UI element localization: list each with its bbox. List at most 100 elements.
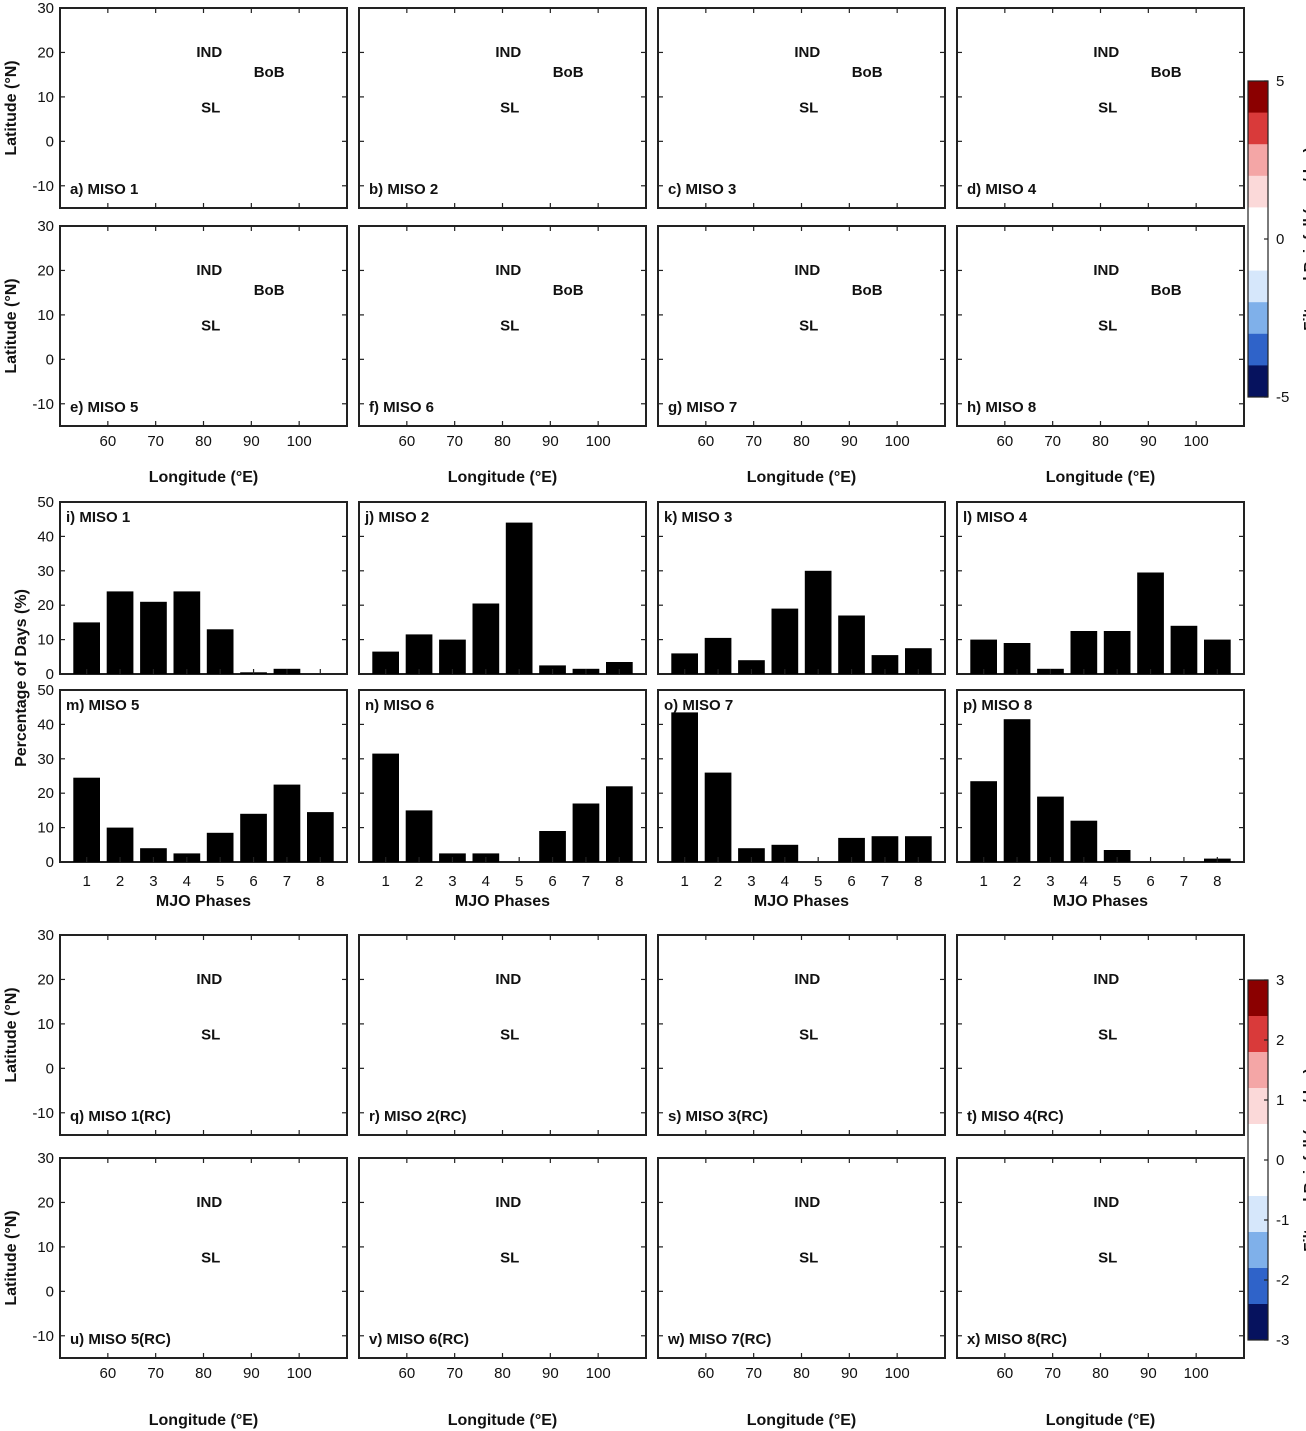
label-ind: IND bbox=[794, 44, 820, 61]
phase-tick-label: 8 bbox=[914, 873, 922, 890]
lon-tick-label: 60 bbox=[996, 433, 1013, 450]
lon-tick-label: 80 bbox=[793, 433, 810, 450]
percentage-axis-label: Percentage of Days (%) bbox=[13, 589, 30, 767]
x-axis-label: MJO Phases bbox=[1053, 893, 1148, 910]
panel-label: c) MISO 3 bbox=[668, 181, 736, 198]
lon-tick-label: 80 bbox=[1092, 1365, 1109, 1382]
panel-label: g) MISO 7 bbox=[668, 399, 737, 416]
lon-tick-label: 60 bbox=[697, 1365, 714, 1382]
label-sl: SL bbox=[799, 1026, 818, 1043]
pct-tick-label: 0 bbox=[46, 666, 54, 683]
lon-tick-label: 90 bbox=[542, 1365, 559, 1382]
phase-tick-label: 5 bbox=[1113, 873, 1121, 890]
pct-tick-label: 50 bbox=[37, 494, 54, 511]
bar-phase-5 bbox=[804, 570, 832, 674]
x-axis-label: MJO Phases bbox=[754, 893, 849, 910]
lat-tick-label: 10 bbox=[37, 1016, 54, 1033]
bar-phase-1 bbox=[970, 781, 997, 862]
colorbar-segment bbox=[1248, 1088, 1268, 1125]
label-ind: IND bbox=[794, 971, 820, 988]
colorbar-segment bbox=[1248, 1304, 1268, 1341]
pct-tick-label: 20 bbox=[37, 597, 54, 614]
colorbar-segment bbox=[1248, 81, 1268, 114]
axis-labels: Latitude (°N) Latitude (°N) Percentage of … bbox=[3, 60, 1155, 1429]
bar-panel-6: 1 2 3 4 5 6 7 8 n) MISO 6 MJO Phases bbox=[358, 689, 647, 910]
phase-tick-label: 1 bbox=[83, 873, 91, 890]
label-sl: SL bbox=[799, 1249, 818, 1266]
lon-tick-label: 90 bbox=[542, 433, 559, 450]
lon-tick-label: 70 bbox=[745, 1365, 762, 1382]
colorbar-tick-label: 2 bbox=[1276, 1032, 1284, 1049]
map-panel-4: IND BoB SL d) MISO 4 bbox=[956, 7, 1245, 209]
bar-phase-3 bbox=[738, 660, 765, 674]
lat-tick-label: 20 bbox=[37, 1194, 54, 1211]
bar-phase-6 bbox=[838, 615, 865, 674]
label-sl: SL bbox=[1098, 1249, 1117, 1266]
panel-label: b) MISO 2 bbox=[369, 181, 438, 198]
panel-label: l) MISO 4 bbox=[963, 509, 1028, 526]
phase-tick-label: 7 bbox=[283, 873, 291, 890]
bar-phase-5 bbox=[1103, 631, 1131, 674]
bar-phase-1 bbox=[671, 653, 698, 674]
bar-phase-3 bbox=[140, 848, 167, 862]
longitude-axis-label: Longitude (°E) bbox=[1046, 1412, 1155, 1429]
longitude-axis-label: Longitude (°E) bbox=[448, 1412, 557, 1429]
phase-tick-label: 7 bbox=[582, 873, 590, 890]
bar-phase-7 bbox=[871, 655, 899, 674]
colorbar-segment bbox=[1248, 239, 1268, 272]
phase-tick-label: 1 bbox=[980, 873, 988, 890]
label-bob: BoB bbox=[254, 282, 285, 299]
lat-tick-label: -10 bbox=[32, 1328, 54, 1345]
lon-tick-label: 60 bbox=[398, 433, 415, 450]
label-ind: IND bbox=[794, 262, 820, 279]
map-panel-2: IND BoB SL b) MISO 2 bbox=[358, 7, 647, 209]
bar-phase-4 bbox=[173, 591, 201, 674]
bar-phase-3 bbox=[439, 639, 466, 674]
colorbar-segment bbox=[1248, 175, 1268, 208]
phase-tick-label: 1 bbox=[681, 873, 689, 890]
pct-tick-label: 40 bbox=[37, 716, 54, 733]
phase-tick-label: 5 bbox=[216, 873, 224, 890]
colorbar-tick-label: 5 bbox=[1276, 73, 1284, 90]
map-panel-3: IND BoB SL c) MISO 3 bbox=[657, 7, 946, 209]
lon-tick-label: 100 bbox=[885, 433, 910, 450]
lat-tick-label: 0 bbox=[46, 1060, 54, 1077]
phase-tick-label: 8 bbox=[615, 873, 623, 890]
bar-phase-8 bbox=[1204, 639, 1231, 674]
lon-tick-label: 100 bbox=[885, 1365, 910, 1382]
bar-panel-7: 1 2 3 4 5 6 7 8 o) MISO 7 MJO Phases bbox=[657, 689, 946, 910]
colorbar-label: Filtered Rainfall (mm/day) bbox=[1301, 147, 1306, 330]
bar-phase-2 bbox=[704, 772, 732, 862]
pct-tick-label: 30 bbox=[37, 751, 54, 768]
bar-panel-3: k) MISO 3 bbox=[657, 501, 946, 675]
panel-label: r) MISO 2(RC) bbox=[369, 1108, 467, 1125]
lat-tick-label: 0 bbox=[46, 351, 54, 368]
label-ind: IND bbox=[1093, 971, 1119, 988]
colorbar-segment bbox=[1248, 365, 1268, 398]
bar-phase-7 bbox=[1170, 625, 1198, 674]
panel-label: t) MISO 4(RC) bbox=[967, 1108, 1064, 1125]
panel-label: w) MISO 7(RC) bbox=[667, 1331, 771, 1348]
lat-tick-label: 10 bbox=[37, 89, 54, 106]
label-ind: IND bbox=[495, 262, 521, 279]
label-sl: SL bbox=[201, 1249, 220, 1266]
bar-phase-4 bbox=[771, 608, 799, 674]
latitude-axis-label: Latitude (°N) bbox=[3, 987, 20, 1082]
lat-tick-label: 20 bbox=[37, 971, 54, 988]
phase-tick-label: 3 bbox=[1046, 873, 1054, 890]
bar-phase-2 bbox=[405, 634, 433, 674]
label-bob: BoB bbox=[553, 64, 584, 81]
bar-phase-1 bbox=[73, 622, 100, 674]
phase-tick-label: 4 bbox=[183, 873, 191, 890]
label-sl: SL bbox=[500, 1026, 519, 1043]
panel-label: i) MISO 1 bbox=[66, 509, 130, 526]
phase-tick-label: 2 bbox=[1013, 873, 1021, 890]
phase-tick-label: 3 bbox=[448, 873, 456, 890]
label-ind: IND bbox=[1093, 44, 1119, 61]
colorbar-segment bbox=[1248, 207, 1268, 240]
label-bob: BoB bbox=[254, 64, 285, 81]
colorbar-bottom: 3 2 1 0 -1 -2 -3 Filtered Rainfall (mm/day) bbox=[1247, 972, 1306, 1349]
